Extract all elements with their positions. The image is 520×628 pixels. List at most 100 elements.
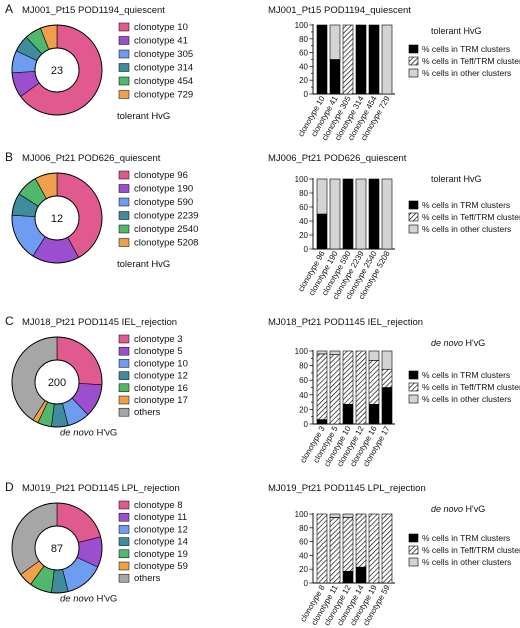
note-plain: H'vG xyxy=(96,427,117,438)
bar-legend-swatch xyxy=(408,394,419,404)
legend-label: clonotype 96 xyxy=(134,170,188,181)
pie-outline xyxy=(11,502,103,594)
legend-swatch xyxy=(118,561,130,571)
note-italic: de novo xyxy=(431,338,466,348)
bar-segment xyxy=(381,24,393,95)
bar-segment xyxy=(329,517,341,584)
legend-label: clonotype 2239 xyxy=(134,211,198,222)
legend-swatch xyxy=(118,90,130,99)
bar-segment xyxy=(368,360,380,405)
pie-note: tolerant HvG xyxy=(117,111,170,122)
bar-segment xyxy=(355,566,367,584)
bar-segment xyxy=(329,354,341,425)
legend-label: clonotype 11 xyxy=(134,512,187,523)
bar-legend-swatch xyxy=(408,44,419,54)
y-tick-label: 100 xyxy=(295,510,309,519)
legend-swatch xyxy=(118,63,130,72)
legend-swatch xyxy=(118,211,130,220)
y-tick-label: 20 xyxy=(299,565,308,574)
legend-label: clonotype 190 xyxy=(134,184,193,195)
bar-panel-B: MJ006_Pt21 POD626_quiescent020406080100c… xyxy=(268,153,520,301)
bar-legend-swatch xyxy=(408,224,419,234)
legend-swatch xyxy=(118,371,130,380)
bar-legend-swatch xyxy=(408,370,419,380)
bar-segment xyxy=(368,24,380,95)
legend-swatch xyxy=(118,184,130,193)
pie-outline xyxy=(11,24,103,116)
bar-segment xyxy=(342,403,354,425)
legend-label: clonotype 12 xyxy=(134,371,188,382)
note-plain: tolerant HvG xyxy=(117,111,170,122)
bar-note: tolerant HvG xyxy=(431,26,482,36)
legend-label: clonotype 729 xyxy=(134,90,193,101)
y-tick-label: 100 xyxy=(295,175,309,184)
legend-label: clonotype 14 xyxy=(134,537,188,548)
bar-segment xyxy=(329,178,341,250)
pie-center-label: 23 xyxy=(51,65,63,77)
bar-legend-swatch xyxy=(408,533,419,543)
bar-segment xyxy=(381,368,393,388)
y-tick-label: 0 xyxy=(304,90,309,99)
y-tick-label: 80 xyxy=(299,362,308,371)
bar-segment xyxy=(316,353,328,420)
pie-panel-C: 200 C MJ018_Pt21 POD1145 IEL_rejectionclon… xyxy=(5,314,188,438)
legend-swatch xyxy=(118,36,130,45)
legend-swatch xyxy=(118,383,130,393)
legend-swatch xyxy=(118,512,130,522)
legend-label: clonotype 2540 xyxy=(134,224,198,235)
pie-center-label: 87 xyxy=(51,543,63,555)
bar-segment xyxy=(329,59,341,95)
legend-label: clonotype 12 xyxy=(134,524,188,535)
bar-segment xyxy=(342,350,354,405)
bar-segment xyxy=(381,178,393,250)
bar-legend-label: % cells in other clusters xyxy=(422,394,511,404)
bar-segment xyxy=(381,350,393,370)
pie-title: MJ018_Pt21 POD1145 IEL_rejection xyxy=(22,317,177,328)
bar-segment xyxy=(329,350,341,355)
note-plain: tolerant HvG xyxy=(431,26,482,36)
bar-legend-label: % cells in Teff/TRM clusters xyxy=(422,212,520,222)
bar-title: MJ001_Pt15 POD1194_quiescent xyxy=(268,5,411,16)
y-tick-label: 20 xyxy=(299,231,308,240)
pie-outline xyxy=(11,172,103,264)
bar-legend-swatch xyxy=(408,212,419,222)
legend-label: clonotype 16 xyxy=(134,383,188,394)
legend-label: clonotype 590 xyxy=(134,197,193,208)
legend-swatch xyxy=(118,573,130,583)
note-plain: tolerant HvG xyxy=(117,259,170,270)
y-tick-label: 80 xyxy=(299,35,308,44)
legend-label: clonotype 59 xyxy=(134,561,188,572)
legend-label: clonotype 5 xyxy=(134,346,183,357)
legend-swatch xyxy=(118,525,130,534)
bar-segment xyxy=(316,213,328,250)
y-tick-label: 40 xyxy=(299,551,308,560)
bar-segment xyxy=(355,24,367,95)
legend-label: others xyxy=(134,407,161,418)
bar-segment xyxy=(316,178,328,215)
legend-label: clonotype 19 xyxy=(134,549,188,560)
bar-legend-label: % cells in Teff/TRM clusters xyxy=(422,382,520,392)
bar-panel-C: MJ018_Pt21 POD1145 IEL_rejection 0 20 40 60 8… xyxy=(268,317,520,468)
bar-segment xyxy=(329,24,341,60)
legend-swatch xyxy=(118,22,130,32)
y-tick-label: 0 xyxy=(304,420,309,429)
y-tick-label: 80 xyxy=(299,524,308,533)
pie-title: MJ001_Pt15 POD1194_quiescent xyxy=(22,5,165,16)
bar-segment xyxy=(368,178,380,250)
bar-legend-label: % cells in TRM clusters xyxy=(422,200,510,210)
y-tick-label: 40 xyxy=(299,217,308,226)
pie-panel-D: 87 D MJ019_Pt21 POD1145 LPL_rejectionclono… xyxy=(5,480,188,604)
legend-label: clonotype 3 xyxy=(134,334,183,345)
note-plain: H'vG xyxy=(466,504,486,514)
y-tick-label: 60 xyxy=(299,538,308,547)
bar-title: MJ019_Pt21 POD1145 LPL_rejection xyxy=(268,483,426,494)
note-italic: de novo xyxy=(60,593,96,604)
legend-swatch xyxy=(118,500,130,510)
pie-title: MJ019_Pt21 POD1145 LPL_rejection xyxy=(22,483,180,494)
note-plain: H'vG xyxy=(96,593,117,604)
pie-hole xyxy=(34,525,80,571)
bar-legend-label: % cells in other clusters xyxy=(422,224,511,234)
legend-swatch xyxy=(118,359,130,368)
bar-segment xyxy=(368,513,380,584)
